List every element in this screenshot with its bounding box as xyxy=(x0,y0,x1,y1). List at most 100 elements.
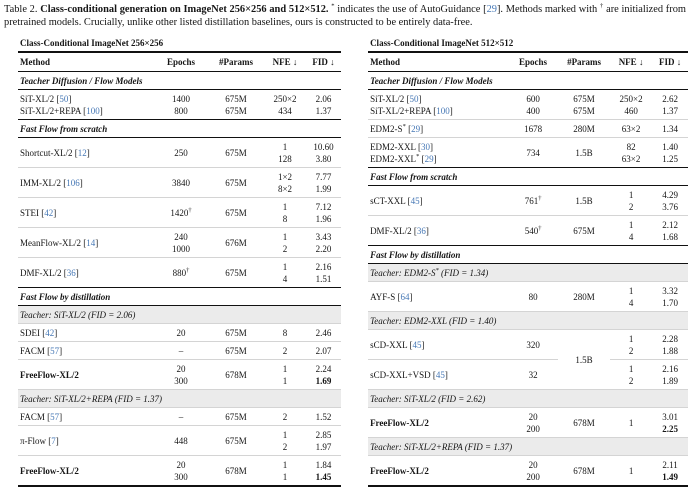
method-cell: Shortcut-XL/2 [12] xyxy=(18,137,154,168)
citation-link[interactable]: 100 xyxy=(436,105,450,116)
paper-table-figure: Table 2. Class-conditional generation on… xyxy=(0,3,690,487)
citation-link[interactable]: 64 xyxy=(400,291,410,302)
citation-link[interactable]: 36 xyxy=(416,225,426,236)
params-cell: 675M xyxy=(208,341,264,360)
params-cell: 1.5B xyxy=(558,185,611,216)
nfe-cell: 82 63×2 xyxy=(610,137,653,168)
citation-link[interactable]: 50 xyxy=(59,93,69,104)
table-title-row: Class-Conditional ImageNet 256×256 xyxy=(18,36,342,53)
citation-link[interactable]: 100 xyxy=(86,105,100,116)
fid-cell: 1.40 1.25 xyxy=(652,137,689,168)
fid-cell: 2.85 1.97 xyxy=(306,425,342,456)
table-row: SDEI [42] 20 675M 8 2.46 xyxy=(18,323,342,342)
table-row: FreeFlow-XL/2 20 200 678M 1 2.11 1.49 xyxy=(368,455,689,486)
citation-link[interactable]: 29 xyxy=(411,123,421,134)
method-cell: sCD-XXL [45] xyxy=(368,329,509,360)
method-cell: FreeFlow-XL/2 xyxy=(368,455,509,486)
params-cell: 280M xyxy=(558,281,611,312)
epochs-cell: 80 xyxy=(508,281,559,312)
citation-link[interactable]: 106 xyxy=(66,177,80,188)
citation-link[interactable]: 50 xyxy=(409,93,419,104)
nfe-cell: 2 xyxy=(264,407,306,426)
params-cell: 675M xyxy=(208,425,264,456)
fid-cell: 3.43 2.20 xyxy=(306,227,342,258)
method-cell: IMM-XL/2 [106] xyxy=(18,167,154,198)
epochs-cell: 320 xyxy=(508,329,559,360)
params-cell: 678M xyxy=(558,455,611,486)
epochs-cell: 20 300 xyxy=(154,359,208,390)
column-header-1: Epochs xyxy=(154,52,208,72)
citation-link[interactable]: 45 xyxy=(410,195,420,206)
params-cell: 678M xyxy=(208,455,264,486)
table-row: AYF-S [64] 80 280M 1 4 3.32 1.70 xyxy=(368,281,689,312)
epochs-cell: 240 1000 xyxy=(154,227,208,258)
table-row: FreeFlow-XL/2 20 300 678M 1 1 2.24 1.69 xyxy=(18,359,342,390)
citation-link[interactable]: 42 xyxy=(44,207,54,218)
section-header-label: Fast Flow by distillation xyxy=(368,245,689,264)
epochs-cell: 1678 xyxy=(508,119,559,138)
params-cell: 678M xyxy=(558,407,611,438)
method-cell: FreeFlow-XL/2 xyxy=(18,455,154,486)
epochs-cell: 20 xyxy=(154,323,208,342)
citation-link[interactable]: 14 xyxy=(86,237,96,248)
fid-cell: 7.77 1.99 xyxy=(306,167,342,198)
epochs-cell: – xyxy=(154,407,208,426)
citation-link[interactable]: 57 xyxy=(50,345,60,356)
column-header-4: FID ↓ xyxy=(306,52,342,72)
method-cell: π-Flow [7] xyxy=(18,425,154,456)
column-header-3: NFE ↓ xyxy=(264,52,306,72)
citation-link[interactable]: 36 xyxy=(66,267,76,278)
method-cell: AYF-S [64] xyxy=(368,281,509,312)
fid-cell: 2.11 1.49 xyxy=(652,455,689,486)
citation-link[interactable]: 42 xyxy=(45,327,55,338)
citation-link[interactable]: 7 xyxy=(51,435,56,446)
citation-link[interactable]: 30 xyxy=(420,141,430,152)
table-row: FreeFlow-XL/2 20 300 678M 1 1 1.84 1.45 xyxy=(18,455,342,486)
section-header-label: Teacher Diffusion / Flow Models xyxy=(18,71,342,90)
table-row: DMF-XL/2 [36] 540† 675M 1 4 2.12 1.68 xyxy=(368,215,689,246)
table-row: DMF-XL/2 [36] 880† 675M 1 4 2.16 1.51 xyxy=(18,257,342,288)
section-header-row: Fast Flow from scratch xyxy=(18,119,342,138)
fid-cell: 2.24 1.69 xyxy=(306,359,342,390)
column-header-0: Method xyxy=(18,52,154,72)
table-imagenet-512: Class-Conditional ImageNet 512×512 Method… xyxy=(368,36,689,487)
method-cell: EDM2-XXL [30] EDM2-XXL* [29] xyxy=(368,137,509,168)
method-cell: MeanFlow-XL/2 [14] xyxy=(18,227,154,258)
teacher-subheader-row: Teacher: EDM2-XXL (FID = 1.40) xyxy=(368,311,689,330)
citation-link[interactable]: 45 xyxy=(435,369,445,380)
epochs-cell: 734 xyxy=(508,137,559,168)
citation-link[interactable]: 29 xyxy=(486,4,497,15)
citation-link[interactable]: 29 xyxy=(424,153,434,164)
section-header-label: Fast Flow from scratch xyxy=(368,167,689,186)
params-cell: 675M xyxy=(208,407,264,426)
table-row: FACM [57] –675M 2 2.07 xyxy=(18,341,342,360)
section-header-row: Fast Flow from scratch xyxy=(368,167,689,186)
nfe-cell: 63×2 xyxy=(610,119,653,138)
method-cell: sCT-XXL [45] xyxy=(368,185,509,216)
teacher-label: Teacher: SiT-XL/2+REPA (FID = 1.37) xyxy=(18,389,342,408)
epochs-cell: 3840 xyxy=(154,167,208,198)
params-cell: 1.5B xyxy=(558,137,611,168)
citation-link[interactable]: 57 xyxy=(50,411,60,422)
teacher-label: Teacher: SiT-XL/2 (FID = 2.62) xyxy=(368,389,689,408)
fid-cell: 10.60 3.80 xyxy=(306,137,342,168)
epochs-cell: 540† xyxy=(508,215,559,246)
table-row: π-Flow [7] 448 675M 1 2 2.85 1.97 xyxy=(18,425,342,456)
table-title: Class-Conditional ImageNet 256×256 xyxy=(18,36,342,53)
fid-cell: 2.16 1.51 xyxy=(306,257,342,288)
section-header-label: Teacher Diffusion / Flow Models xyxy=(368,71,689,90)
table-row: FACM [57] –675M 2 1.52 xyxy=(18,407,342,426)
epochs-cell: 20 200 xyxy=(508,455,559,486)
params-cell: 675M 675M xyxy=(208,89,264,120)
teacher-label: Teacher: SiT-XL/2+REPA (FID = 1.37) xyxy=(368,437,689,456)
table-title: Class-Conditional ImageNet 512×512 xyxy=(368,36,689,53)
citation-link[interactable]: 12 xyxy=(77,147,87,158)
params-cell: 1.5B xyxy=(558,329,611,390)
table-row: EDM2-XXL [30] EDM2-XXL* [29] 734 1.5B 82 63×2… xyxy=(368,137,689,168)
nfe-cell: 1 xyxy=(610,407,653,438)
method-cell: STEI [42] xyxy=(18,197,154,228)
citation-link[interactable]: 45 xyxy=(412,339,422,350)
teacher-subheader-row: Teacher: SiT-XL/2+REPA (FID = 1.37) xyxy=(368,437,689,456)
